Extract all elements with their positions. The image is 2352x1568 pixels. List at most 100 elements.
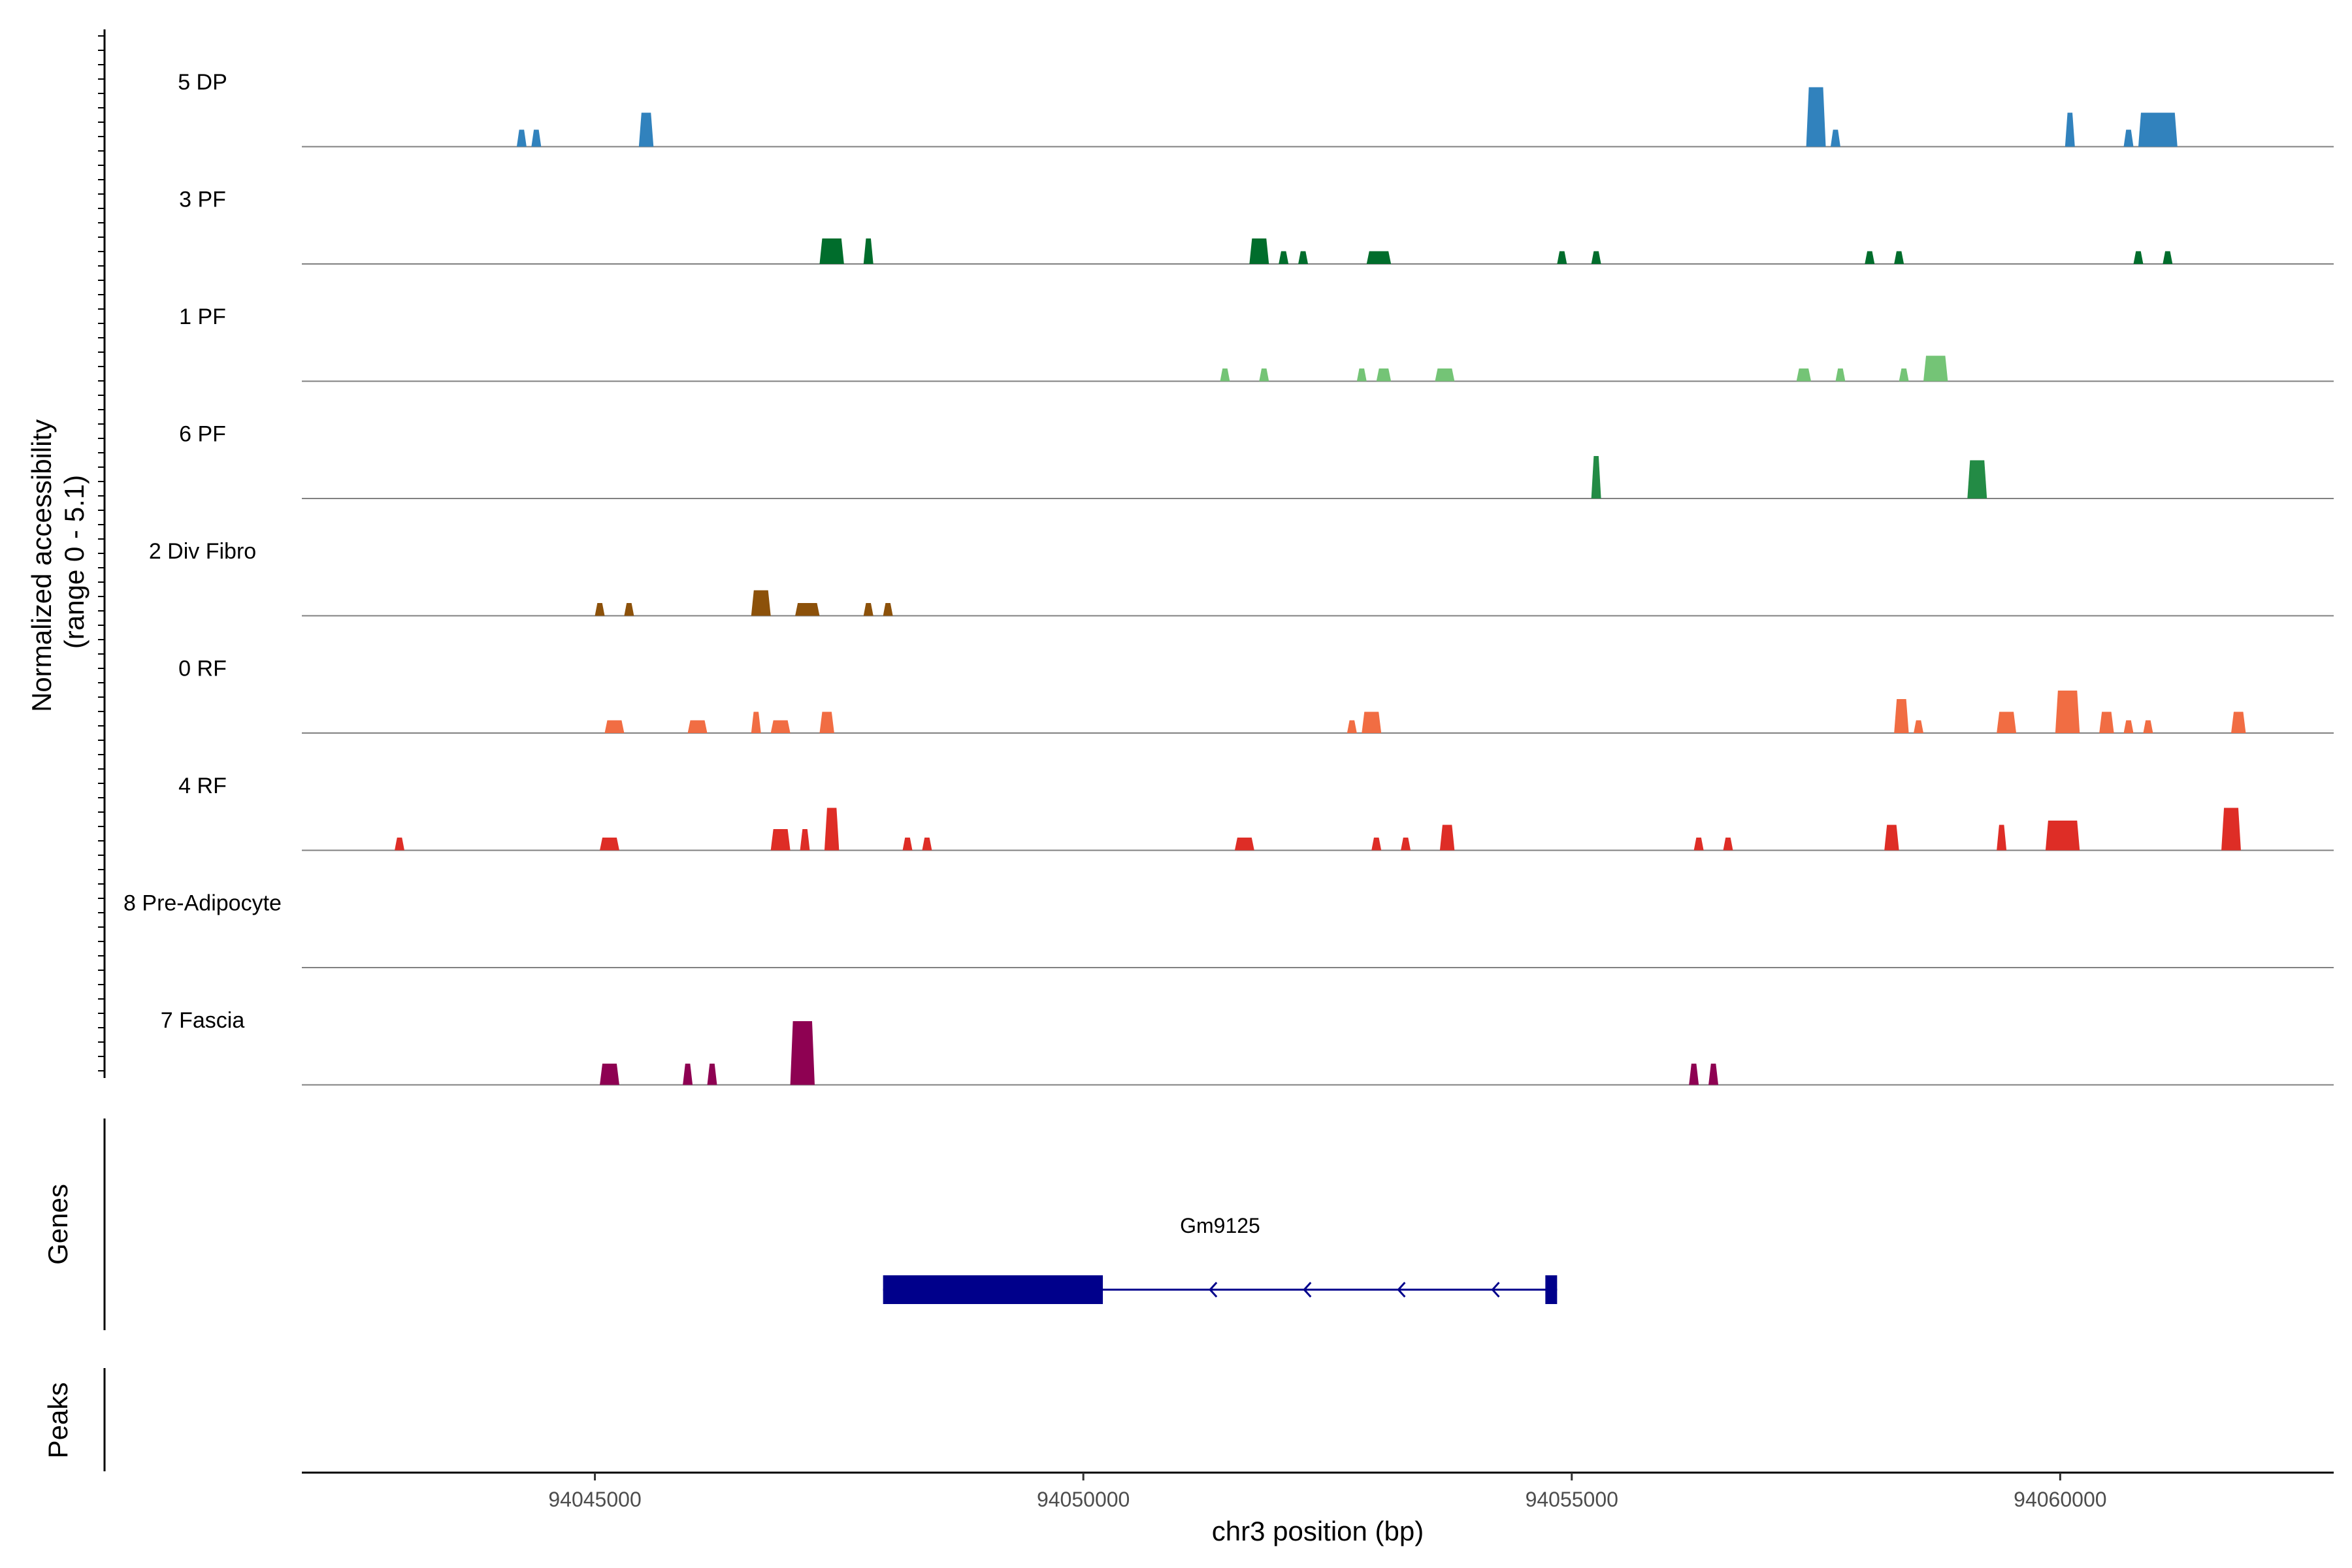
coverage-peak [2045,821,2080,851]
coverage-peak [1865,251,1875,264]
track-0-rf: 0 RF [178,657,2334,734]
coverage-peak [863,238,874,264]
coverage-peak [600,838,619,851]
track-5-dp: 5 DP [178,70,2334,148]
coverage-peak [624,603,634,616]
coverage-y-axis-ticks [98,35,105,1071]
coverage-peak [770,720,791,733]
coverage-peak [595,603,605,616]
coverage-peak [751,590,771,616]
coverage-peak [683,1064,693,1085]
track-6-pf: 6 PF [179,422,2334,499]
genes-panel-title: Genes [42,1184,73,1265]
coverage-peak [819,238,844,264]
gene-track: Gm9125 [883,1214,1558,1304]
coverage-y-axis-title-line1: Normalized accessibility [26,419,57,712]
coverage-peak [516,129,527,147]
coverage-peak [1347,720,1357,733]
coverage-peak [1997,711,2017,733]
coverage-peak [1439,825,1455,851]
track-3-pf: 3 PF [179,188,2334,265]
x-axis-tick-label: 94055000 [1526,1488,1618,1511]
coverage-peak [2163,251,2173,264]
coverage-peak [1899,368,1909,382]
coverage-peak [1997,825,2007,851]
coverage-peak [604,720,625,733]
track-label: 3 PF [179,188,226,212]
x-axis-tick-label: 94060000 [2014,1488,2106,1511]
coverage-peak [2138,112,2178,147]
coverage-peak [1298,251,1309,264]
coverage-peak [1693,838,1704,851]
coverage-peak [819,711,834,733]
coverage-peak [395,838,404,851]
coverage-peak [2123,720,2134,733]
coverage-peak [1914,720,1924,733]
coverage-peak [790,1021,815,1085]
x-axis-tick-label: 94050000 [1037,1488,1130,1511]
coverage-peak [1356,368,1367,382]
gene-name-label: Gm9125 [1180,1214,1260,1237]
coverage-peak [1401,838,1411,851]
coverage-peak [824,808,840,851]
coverage-peak [1279,251,1289,264]
coverage-peak [2231,711,2246,733]
track-7-fascia: 7 Fascia [161,1008,2334,1086]
coverage-peak [2221,808,2241,851]
coverage-peak [770,829,791,851]
coverage-peak [531,129,542,147]
peaks-panel-title: Peaks [42,1382,73,1459]
track-4-rf: 4 RF [178,774,2334,851]
coverage-peak [800,829,810,851]
track-label: 2 Div Fibro [149,539,256,564]
coverage-peak [902,838,913,851]
track-label: 4 RF [178,774,227,798]
coverage-peak [1689,1064,1699,1085]
track-1-pf: 1 PF [179,304,2334,382]
coverage-peak [1366,251,1392,264]
coverage-peak [1591,251,1601,264]
track-label: 7 Fascia [161,1008,245,1033]
coverage-peak [2123,129,2134,147]
coverage-peak [1835,368,1846,382]
coverage-peak [1894,251,1904,264]
coverage-peak [1967,460,1987,498]
coverage-peak [687,720,708,733]
coverage-peak [1557,251,1567,264]
gene-exon-block [883,1275,1103,1304]
coverage-peak [2055,691,2080,733]
track-8-pre-adipocyte: 8 Pre-Adipocyte [123,891,2334,968]
coverage-peak [2133,251,2144,264]
strand-arrow-icon [1209,1281,1218,1298]
track-label: 5 DP [178,70,227,95]
coverage-peak [638,112,654,147]
coverage-peak [883,603,893,616]
track-label: 6 PF [179,422,226,447]
gene-exon-block [1545,1275,1558,1304]
strand-arrow-icon [1491,1281,1500,1298]
coverage-peak [1591,456,1601,498]
coverage-peak [1796,368,1812,382]
coverage-peak [1259,368,1269,382]
coverage-peak [1923,355,1948,382]
coverage-tracks: 5 DP 3 PF 1 PF 6 PF 2 Div Fibro 0 RF 4 RF 8 Pre… [123,70,2334,1086]
x-axis-ticks: 94045000 94050000 94055000 94060000 [548,1473,2107,1511]
strand-arrow-icon [1397,1281,1406,1298]
coverage-peak [1220,368,1230,382]
coverage-y-axis-title: Normalized accessibility (range 0 - 5.1) [26,412,90,712]
coverage-y-axis-title-line2: (range 0 - 5.1) [59,475,90,649]
coverage-peak [1830,129,1840,147]
coverage-peak [2099,711,2114,733]
track-label: 8 Pre-Adipocyte [123,891,282,916]
coverage-peak [1435,368,1455,382]
coverage-peak [1371,838,1382,851]
coverage-peak [1249,238,1269,264]
coverage-peak [1884,825,1899,851]
coverage-peak [1894,699,1909,733]
coverage-peak [1806,87,1826,147]
coverage-peak [1376,368,1392,382]
x-axis-title: chr3 position (bp) [1212,1516,1424,1546]
coverage-peak [2065,112,2075,147]
